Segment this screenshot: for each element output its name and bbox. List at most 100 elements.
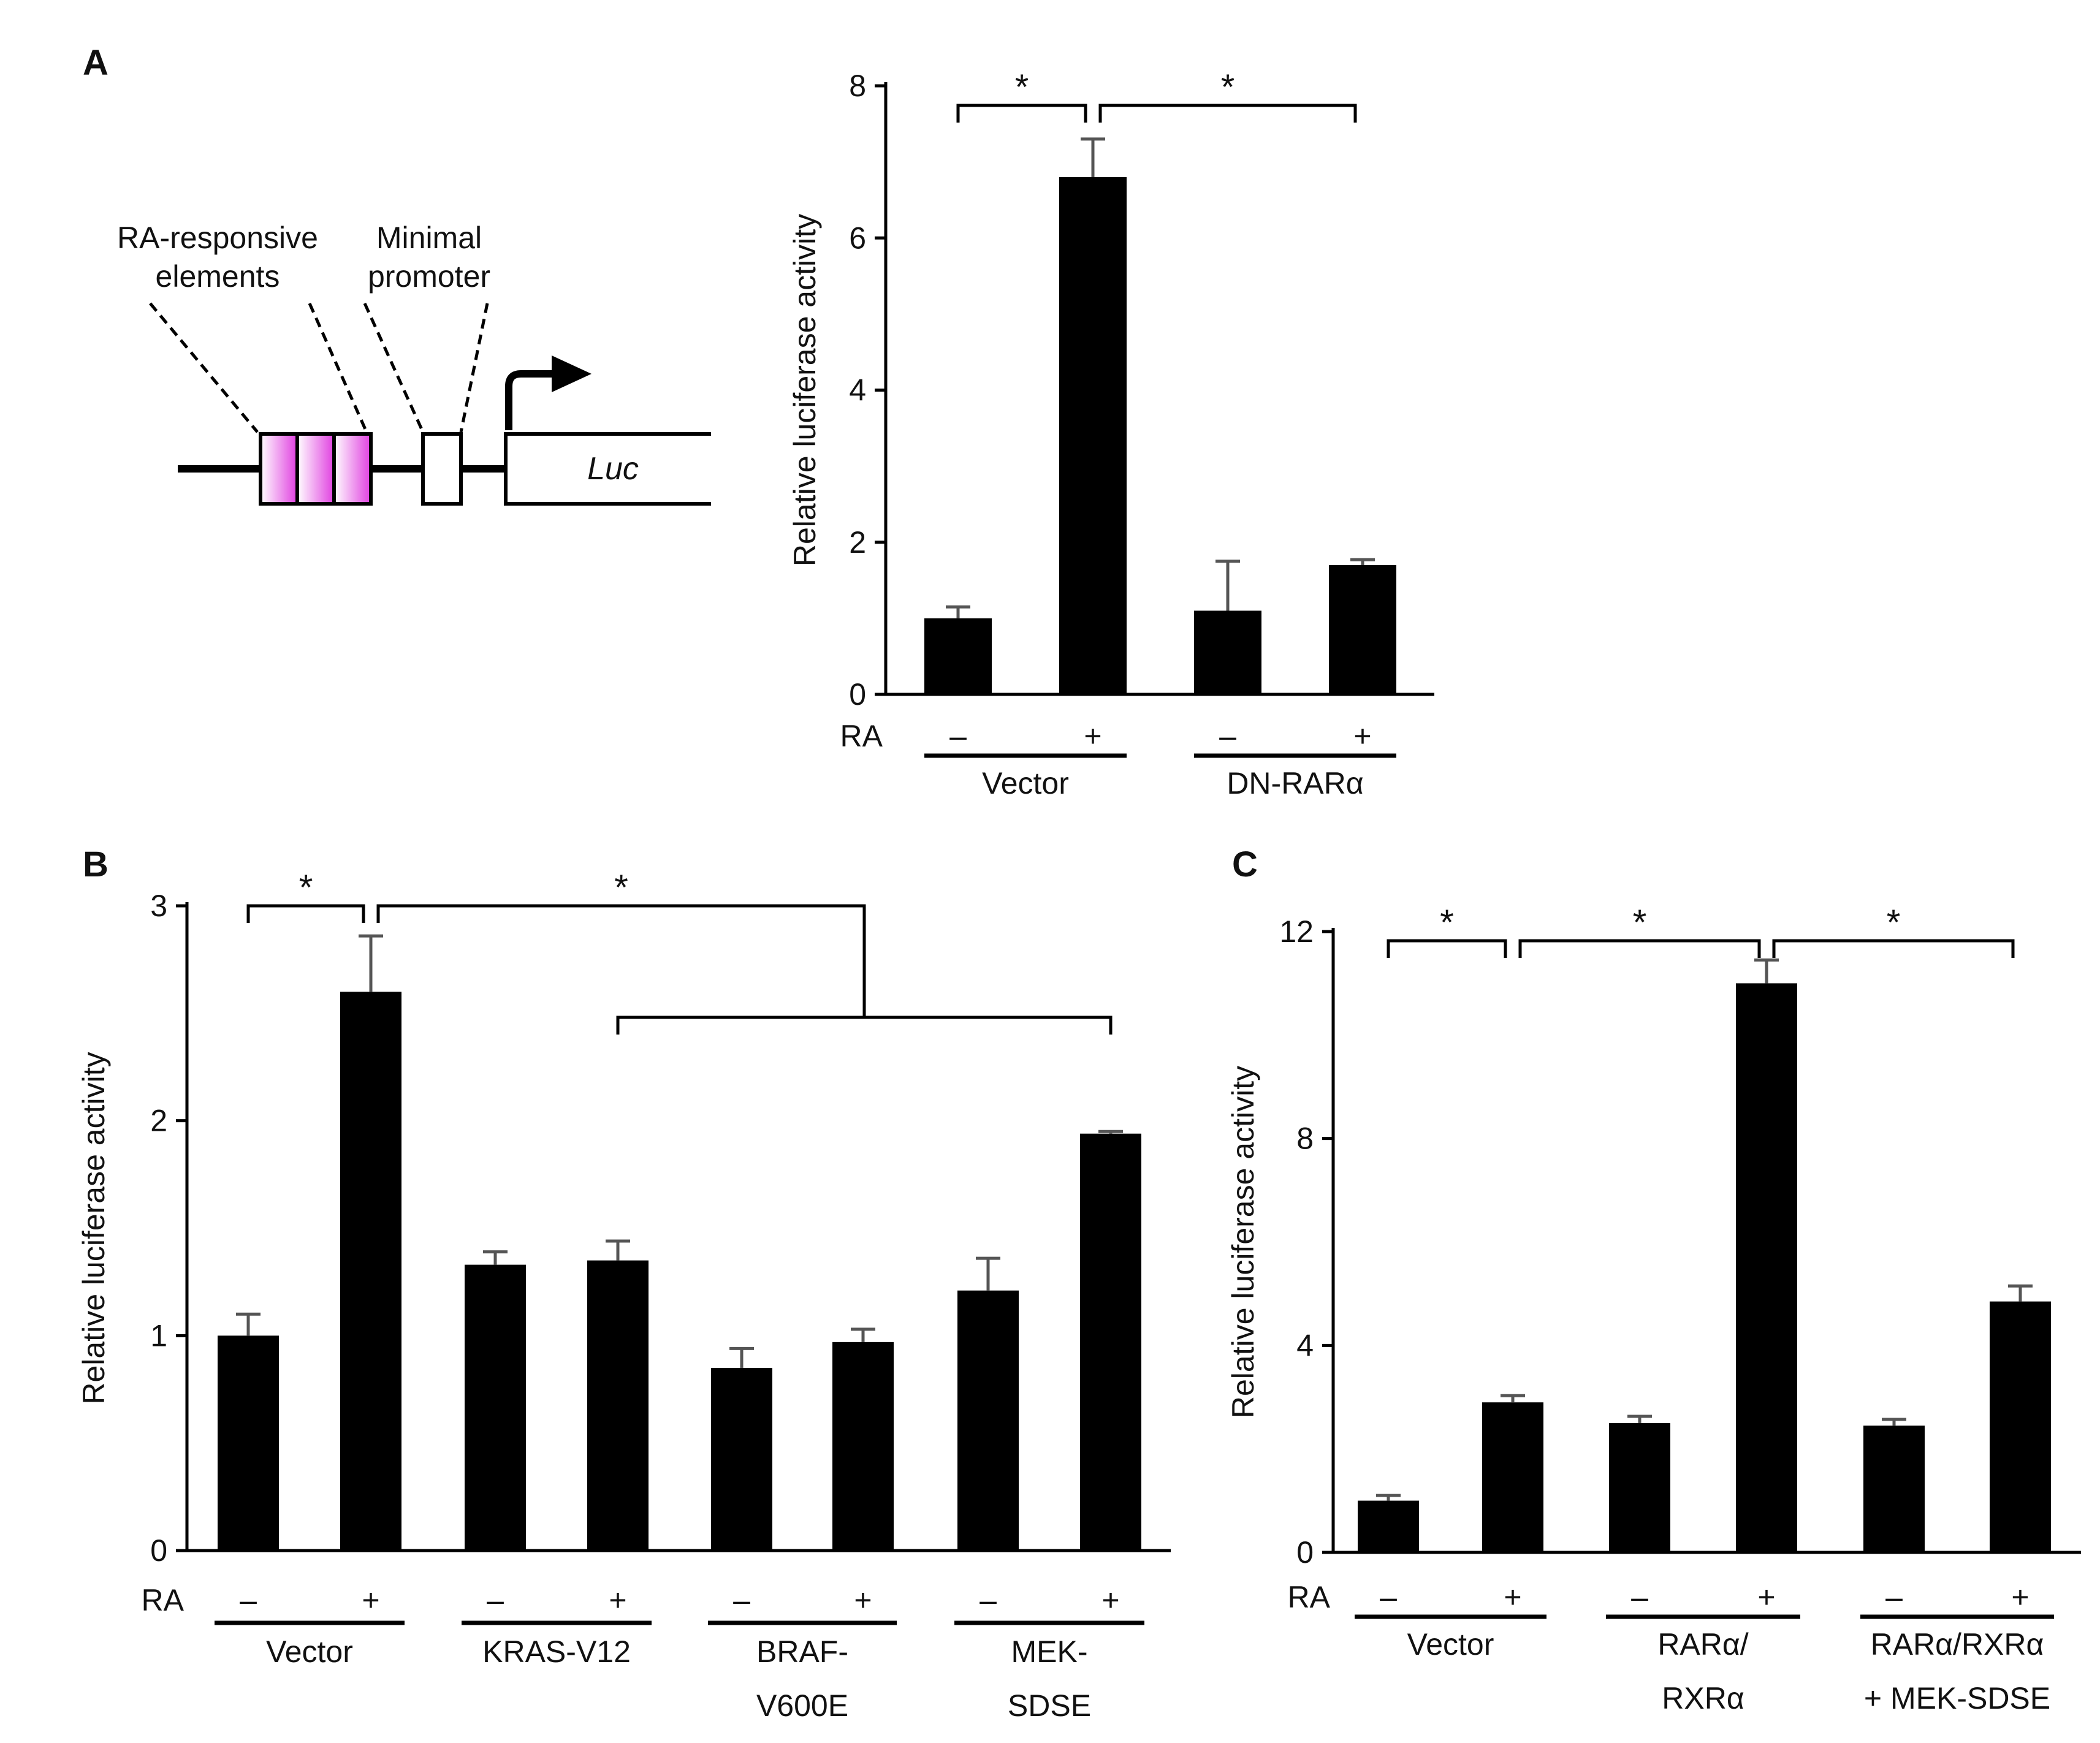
- treatment-sign: +: [362, 1583, 379, 1617]
- treatment-sign: –: [949, 719, 967, 753]
- treatment-sign: –: [487, 1583, 504, 1617]
- significance-bracket: [1518, 939, 1761, 958]
- y-axis-label: Relative luciferase activity: [1226, 1066, 1260, 1418]
- significance-star: *: [1440, 903, 1454, 943]
- y-tick-label: 0: [1296, 1535, 1314, 1570]
- bar: [1358, 1500, 1419, 1552]
- minimal-promoter-box: [421, 432, 463, 506]
- treatment-sign: +: [1504, 1580, 1521, 1614]
- luc-label: Luc: [587, 451, 639, 487]
- bar: [340, 992, 401, 1551]
- treatment-sign: +: [1084, 719, 1101, 753]
- promoter-dash-right: [459, 303, 489, 433]
- bar: [1059, 177, 1127, 694]
- treatment-sign: –: [1885, 1580, 1903, 1614]
- significance-bracket: [376, 904, 866, 1017]
- treatment-sign: +: [609, 1583, 626, 1617]
- group-label: RARα/RXRα: [1871, 1627, 2044, 1661]
- bar: [1329, 564, 1396, 694]
- y-tick-label: 3: [150, 889, 167, 923]
- elements-label-line2: elements: [156, 259, 280, 294]
- significance-star: *: [1633, 903, 1647, 943]
- luc-box: [504, 432, 711, 506]
- group-label: BRAF-: [756, 1635, 848, 1669]
- bar: [1482, 1402, 1543, 1552]
- reporter-schematic: RA-responsive elements Minimal promoter …: [117, 221, 711, 506]
- y-tick-label: 6: [849, 221, 866, 255]
- significance-star: *: [1221, 67, 1235, 107]
- significance-star: *: [299, 868, 313, 908]
- treatment-sign: +: [1757, 1580, 1775, 1614]
- treatment-sign: –: [1631, 1580, 1648, 1614]
- bar: [1990, 1301, 2051, 1552]
- treatment-label: RA: [142, 1583, 185, 1617]
- chart-b: 0 1 2 3 Relative luciferase activity RA – + – + – +…: [77, 868, 1171, 1723]
- group-label: Vector: [1407, 1627, 1494, 1661]
- treatment-sign: +: [1353, 719, 1371, 753]
- bar: [1736, 983, 1797, 1552]
- y-tick-label: 4: [849, 373, 866, 408]
- treatment-sign: +: [854, 1583, 872, 1617]
- group-label: Vector: [266, 1635, 353, 1669]
- significance-bracket: [956, 104, 1087, 123]
- y-tick-label: 0: [150, 1533, 167, 1568]
- significance-star: *: [1887, 903, 1901, 943]
- bar: [1194, 610, 1261, 694]
- y-tick-label: 1: [150, 1318, 167, 1353]
- treatment-label: RA: [840, 719, 883, 753]
- group-label: + MEK-SDSE: [1864, 1681, 2050, 1715]
- y-tick-label: 2: [150, 1104, 167, 1138]
- group-label: RXRα: [1662, 1681, 1744, 1715]
- bar: [465, 1264, 526, 1551]
- significance-bracket: [1772, 939, 2015, 958]
- bar: [587, 1260, 649, 1551]
- transcription-arrow-icon: [505, 370, 555, 430]
- treatment-sign: –: [980, 1583, 997, 1617]
- treatment-sign: –: [240, 1583, 257, 1617]
- treatment-sign: –: [733, 1583, 750, 1617]
- elements-label-line1: RA-responsive: [117, 221, 318, 255]
- treatment-sign: +: [2011, 1580, 2029, 1614]
- treatment-label: RA: [1288, 1580, 1331, 1614]
- treatment-sign: +: [1101, 1583, 1119, 1617]
- elements-dash-left: [149, 302, 259, 433]
- bar: [1080, 1133, 1141, 1551]
- elements-dash-right: [308, 302, 368, 433]
- bar: [832, 1342, 894, 1551]
- arrow-head-icon: [552, 355, 592, 392]
- promoter-label-line2: promoter: [368, 259, 490, 294]
- y-tick-label: 12: [1279, 914, 1314, 949]
- y-axis-label: Relative luciferase activity: [77, 1052, 111, 1404]
- panel-label-a: A: [83, 43, 108, 83]
- panel-label-c: C: [1232, 845, 1258, 884]
- significance-sub-bracket: [616, 1016, 1113, 1035]
- treatment-sign: –: [1219, 719, 1236, 753]
- y-axis-label: Relative luciferase activity: [788, 214, 822, 566]
- bar: [957, 1290, 1019, 1551]
- significance-bracket: [246, 904, 365, 923]
- y-tick-label: 0: [849, 677, 866, 712]
- bar: [711, 1367, 772, 1551]
- group-label: Vector: [982, 766, 1069, 800]
- group-label: RARα/: [1657, 1627, 1748, 1661]
- treatment-sign: –: [1380, 1580, 1397, 1614]
- bar: [1609, 1422, 1670, 1552]
- significance-bracket: [1387, 939, 1507, 958]
- significance-star: *: [1015, 67, 1029, 107]
- bar: [218, 1335, 279, 1551]
- chart-a: 0 2 4 6 8 Relative luciferase activity RA – + – + V…: [788, 67, 1434, 800]
- group-label: MEK-: [1011, 1635, 1088, 1669]
- group-label: DN-RARα: [1227, 766, 1363, 800]
- y-tick-label: 8: [849, 69, 866, 103]
- significance-bracket: [1098, 104, 1357, 123]
- panel-label-b: B: [83, 845, 108, 884]
- y-tick-label: 2: [849, 525, 866, 560]
- significance-star: *: [614, 868, 628, 908]
- group-label: SDSE: [1008, 1688, 1091, 1723]
- bar: [924, 618, 992, 694]
- group-label: V600E: [756, 1688, 848, 1723]
- bar: [1863, 1426, 1925, 1552]
- y-tick-label: 4: [1296, 1328, 1314, 1362]
- group-label: KRAS-V12: [482, 1635, 631, 1669]
